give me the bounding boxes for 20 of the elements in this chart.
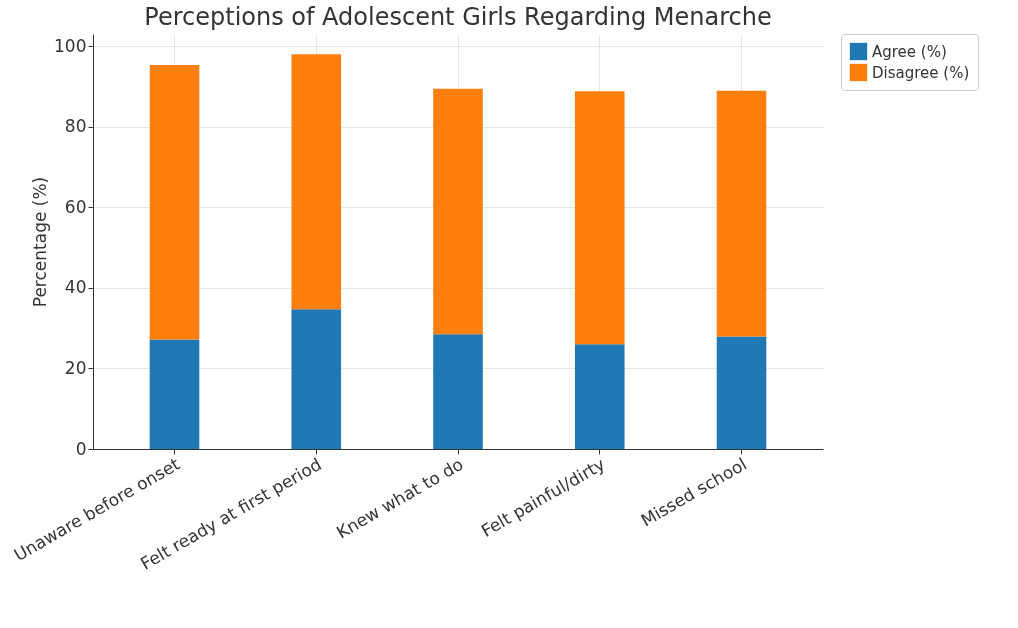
y-axis-title: Percentage (%) [30, 176, 51, 308]
y-tick-label: 40 [64, 277, 87, 298]
y-tick-label: 20 [64, 357, 87, 378]
bar [716, 90, 767, 337]
legend-label: Disagree (%) [872, 63, 970, 82]
y-tick-label: 60 [64, 196, 87, 217]
legend-label: Agree (%) [872, 42, 947, 61]
bar [291, 309, 342, 449]
bar [433, 88, 483, 335]
bar [149, 339, 200, 449]
y-tick-label: 0 [75, 438, 87, 459]
y-tick-label: 100 [54, 35, 87, 56]
bar [574, 344, 625, 449]
bar [574, 91, 625, 345]
bar [716, 336, 767, 449]
bar [433, 334, 483, 449]
bar [291, 54, 342, 310]
bar [149, 65, 200, 340]
y-tick-label: 80 [64, 116, 87, 137]
chart-title: Perceptions of Adolescent Girls Regarding Menarche [144, 2, 772, 31]
